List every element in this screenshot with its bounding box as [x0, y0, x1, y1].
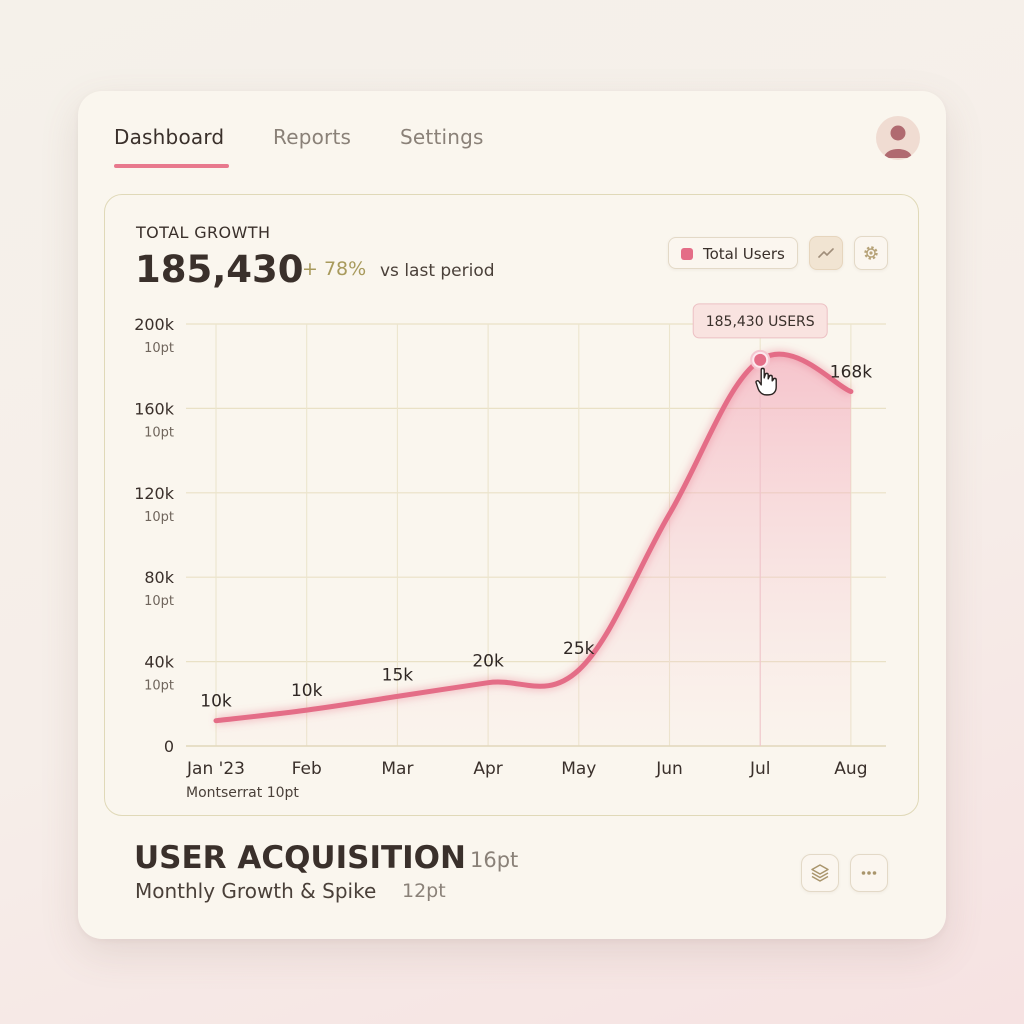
avatar[interactable]: [876, 116, 920, 160]
chart-panel: [104, 194, 919, 816]
more-icon: [861, 871, 877, 875]
tab-settings[interactable]: Settings: [400, 125, 484, 149]
kpi-label: TOTAL GROWTH: [136, 223, 271, 242]
tab-reports[interactable]: Reports: [273, 125, 352, 149]
section-subtitle-note: 12pt: [402, 880, 446, 902]
tab-dashboard[interactable]: Dashboard: [114, 125, 225, 149]
section-title-note: 16pt: [470, 848, 519, 872]
gear-icon: [864, 246, 878, 260]
legend-label: Total Users: [703, 245, 785, 263]
layers-button[interactable]: [801, 854, 839, 892]
chart-settings-button[interactable]: [854, 236, 888, 270]
user-avatar-icon: [884, 125, 912, 158]
kpi-change-suffix: vs last period: [380, 261, 495, 281]
layers-icon: [811, 864, 829, 882]
more-options-button[interactable]: [850, 854, 888, 892]
legend-swatch: [681, 248, 693, 260]
legend-total-users[interactable]: Total Users: [668, 237, 798, 269]
kpi-change: + 78%: [302, 258, 367, 280]
kpi-value: 185,430: [135, 248, 304, 291]
line-chart-button[interactable]: [809, 236, 843, 270]
active-tab-indicator: [114, 164, 229, 168]
line-chart-icon: [818, 248, 834, 258]
section-subtitle: Monthly Growth & Spike: [135, 879, 377, 903]
section-title: USER ACQUISITION: [134, 840, 466, 876]
